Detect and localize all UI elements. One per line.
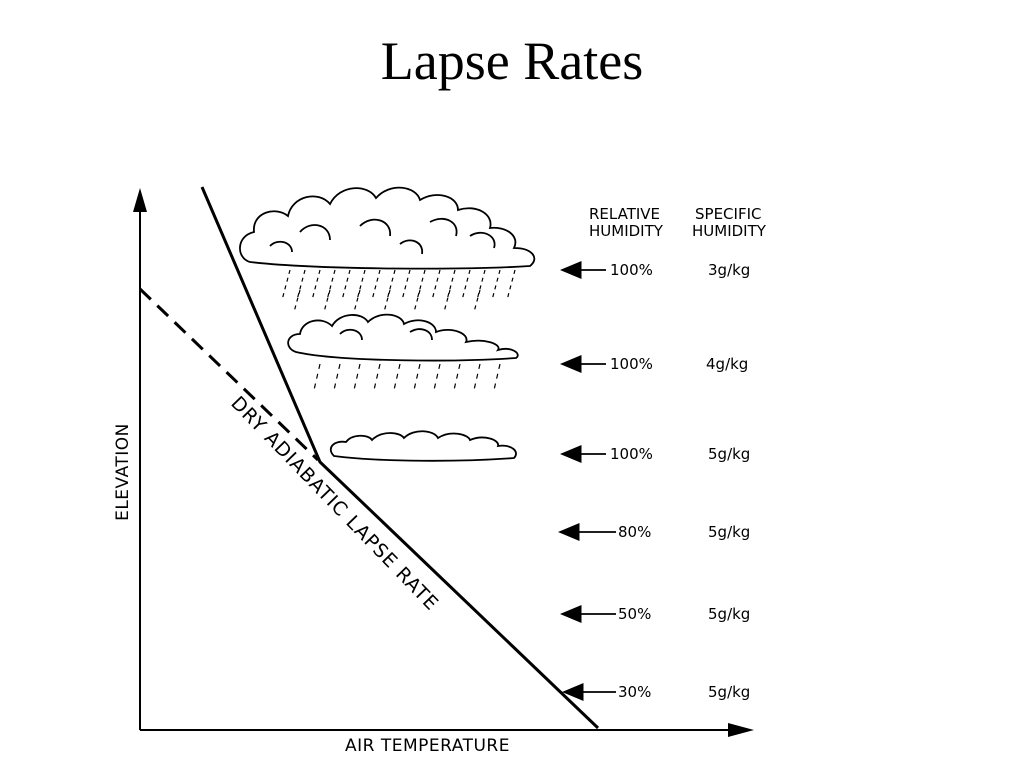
sh-value: 5g/kg [708,523,750,541]
sh-value: 5g/kg [708,683,750,701]
dry-adiabatic-dashed-line [138,287,320,462]
y-axis-arrow-icon [133,188,147,212]
sh-value: 5g/kg [708,605,750,623]
x-axis-label: AIR TEMPERATURE [345,736,510,756]
rh-value: 100% [610,261,653,279]
rain-heavy [281,269,516,313]
relative-humidity-header-line2: HUMIDITY [589,222,664,240]
cloud-stratus [329,430,517,462]
rain-light [313,363,501,391]
cloud-cumulonimbus [239,186,536,270]
page-title: Lapse Rates [380,31,644,91]
rh-value: 50% [618,605,651,623]
dry-adiabatic-label: DRY ADIABATIC LAPSE RATE [226,392,442,615]
rh-value: 30% [618,683,651,701]
specific-humidity-header-line2: HUMIDITY [692,222,767,240]
environmental-lapse-line [200,186,600,730]
humidity-rows: 100% 3g/kg 100% 4g/kg 100% 5g/kg 80% 5g/… [610,261,750,701]
axes [133,188,754,737]
row-arrows [558,261,616,701]
cloud-cumulus [287,313,519,362]
rh-value: 80% [618,523,651,541]
relative-humidity-header-line1: RELATIVE [589,205,660,223]
rh-value: 100% [610,445,653,463]
sh-value: 3g/kg [708,261,750,279]
sh-value: 5g/kg [708,445,750,463]
specific-humidity-header-line1: SPECIFIC [695,205,761,223]
sh-value: 4g/kg [706,355,748,373]
y-axis-label: ELEVATION [113,423,133,521]
rh-value: 100% [610,355,653,373]
x-axis-arrow-icon [728,723,754,737]
